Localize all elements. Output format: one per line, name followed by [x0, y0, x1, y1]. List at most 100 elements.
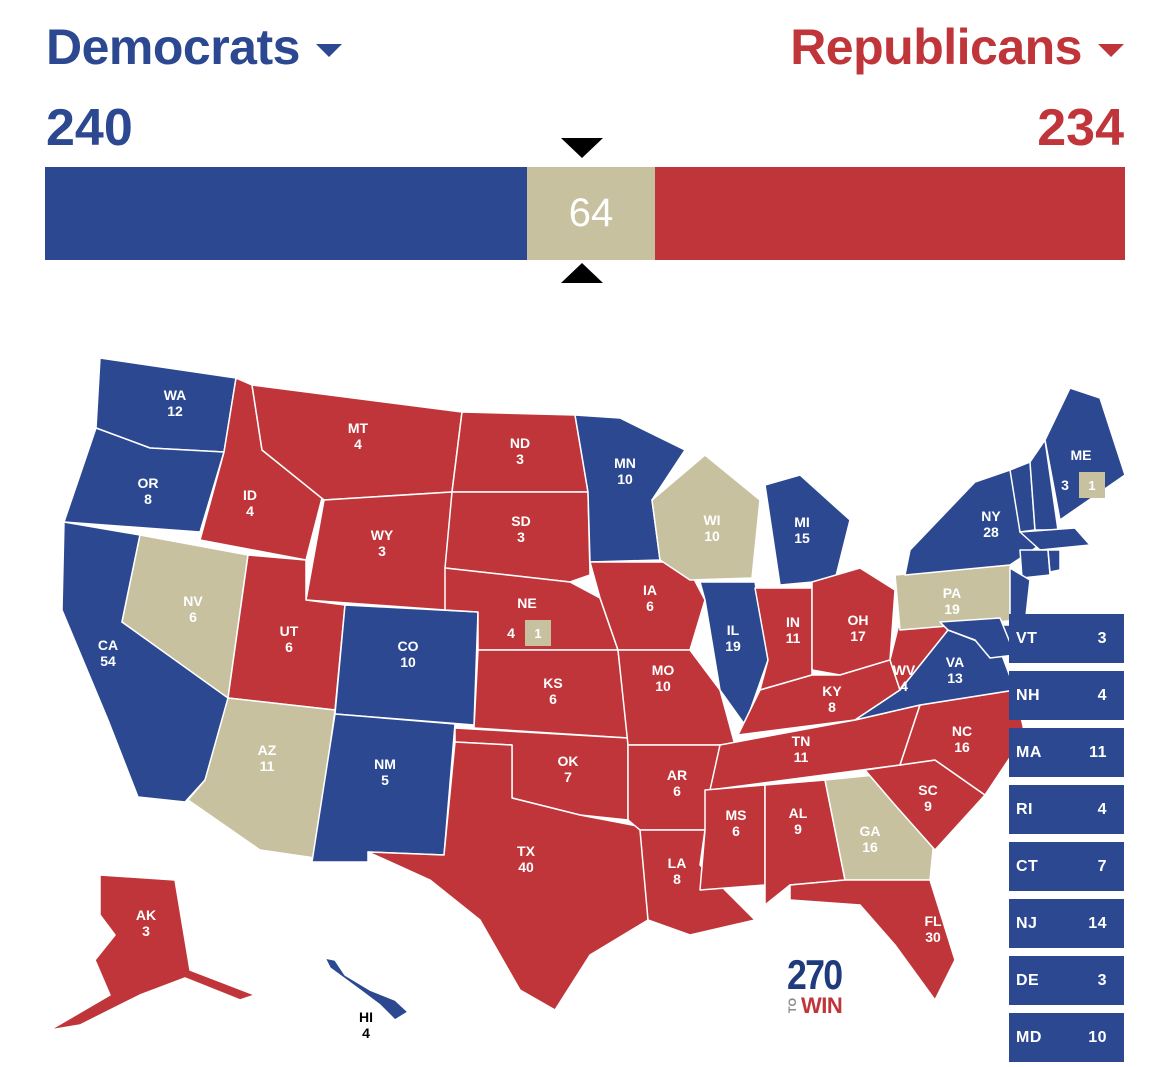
state-ev-ks: 6 — [549, 691, 557, 707]
state-ev-mi: 15 — [794, 530, 810, 546]
state-label-oh: OH — [848, 612, 869, 628]
state-label-fl: FL — [924, 913, 942, 929]
state-label-id: ID — [243, 487, 257, 503]
republicans-label: Republicans — [790, 19, 1082, 75]
state-ev-me: 3 — [1061, 477, 1069, 493]
state-ev-mn: 10 — [617, 471, 633, 487]
small-state-ev: 4 — [1097, 800, 1107, 818]
state-nm[interactable] — [311, 713, 456, 863]
small-state-label: MA — [1016, 743, 1042, 761]
state-wi[interactable] — [651, 454, 761, 581]
bar-segment-tossup: 64 — [526, 167, 656, 260]
small-state-label: NJ — [1016, 914, 1038, 932]
state-ev-wa: 12 — [167, 403, 183, 419]
small-state-ct[interactable]: CT 7 — [1009, 842, 1124, 891]
state-label-ne: NE — [517, 595, 536, 611]
small-state-ri[interactable]: RI 4 — [1009, 785, 1124, 834]
small-state-ev: 14 — [1088, 914, 1107, 932]
state-ev-co: 10 — [400, 654, 416, 670]
small-state-label: DE — [1016, 971, 1040, 989]
district-ev-ne: 1 — [534, 626, 541, 641]
state-ev-la: 8 — [673, 871, 681, 887]
state-label-sc: SC — [918, 782, 937, 798]
state-label-wy: WY — [371, 527, 394, 543]
small-state-de[interactable]: DE 3 — [1009, 956, 1124, 1005]
state-ev-ut: 6 — [285, 639, 293, 655]
small-state-label: RI — [1016, 800, 1033, 818]
state-label-mn: MN — [614, 455, 636, 471]
district-ev-me: 1 — [1088, 478, 1095, 493]
small-state-md[interactable]: MD 10 — [1009, 1013, 1124, 1062]
democrats-caret-icon — [315, 43, 342, 57]
small-state-ev: 3 — [1097, 971, 1107, 989]
state-ev-il: 19 — [725, 638, 741, 654]
state-tx[interactable] — [367, 741, 649, 1011]
small-state-vt[interactable]: VT 3 — [1009, 614, 1124, 663]
district-box-ne[interactable] — [525, 620, 551, 646]
state-label-in: IN — [786, 614, 800, 630]
state-ev-wy: 3 — [378, 543, 386, 559]
state-label-ak: AK — [136, 907, 156, 923]
state-ri[interactable] — [1047, 549, 1061, 573]
small-state-nj[interactable]: NJ 14 — [1009, 899, 1124, 948]
state-ev-az: 11 — [260, 758, 275, 774]
state-label-tx: TX — [517, 843, 536, 859]
state-ev-mt: 4 — [354, 436, 362, 452]
state-label-ks: KS — [543, 675, 562, 691]
state-hi[interactable] — [324, 957, 409, 1021]
state-ev-al: 9 — [794, 821, 802, 837]
state-ma[interactable] — [1019, 527, 1091, 551]
state-label-la: LA — [668, 855, 687, 871]
district-box-me[interactable] — [1079, 472, 1105, 498]
state-label-wv: WV — [893, 662, 916, 678]
small-state-label: VT — [1016, 629, 1038, 647]
state-sd[interactable] — [444, 491, 591, 583]
majority-marker-top-icon — [561, 138, 603, 158]
state-ga[interactable] — [824, 774, 936, 881]
state-label-wi: WI — [703, 512, 720, 528]
state-label-mo: MO — [652, 662, 675, 678]
state-ev-hi: 4 — [362, 1025, 370, 1041]
state-ev-ny: 28 — [983, 524, 999, 540]
state-ev-ok: 7 — [564, 769, 572, 785]
small-state-ev: 7 — [1097, 857, 1107, 875]
state-or[interactable] — [63, 427, 225, 533]
state-fl[interactable] — [789, 879, 956, 1001]
state-in[interactable] — [754, 587, 813, 691]
state-ak[interactable] — [49, 874, 256, 1031]
democrats-dropdown[interactable]: Democrats — [46, 18, 342, 76]
state-ev-nc: 16 — [954, 739, 970, 755]
state-label-ok: OK — [558, 753, 579, 769]
state-ev-ms: 6 — [732, 823, 740, 839]
state-label-co: CO — [398, 638, 419, 654]
state-ct[interactable] — [1019, 549, 1051, 579]
state-mi[interactable] — [764, 474, 851, 586]
state-ms[interactable] — [699, 784, 766, 891]
republicans-dropdown[interactable]: Republicans — [790, 18, 1124, 76]
state-ev-wi: 10 — [704, 528, 720, 544]
bar-segment-republicans — [655, 167, 1125, 260]
state-label-mt: MT — [348, 420, 369, 436]
state-ev-oh: 17 — [850, 628, 866, 644]
small-state-ev: 3 — [1097, 629, 1107, 647]
state-label-ia: IA — [643, 582, 657, 598]
state-ev-nd: 3 — [516, 451, 524, 467]
state-ev-ar: 6 — [673, 783, 681, 799]
state-label-mi: MI — [794, 514, 810, 530]
tossup-total: 64 — [568, 191, 614, 235]
state-ev-tn: 11 — [794, 749, 809, 765]
state-label-sd: SD — [511, 513, 530, 529]
state-ev-ia: 6 — [646, 598, 654, 614]
state-md[interactable] — [939, 617, 1016, 659]
state-ev-ga: 16 — [862, 839, 878, 855]
state-label-az: AZ — [258, 742, 277, 758]
small-state-ma[interactable]: MA 11 — [1009, 728, 1124, 777]
state-label-ky: KY — [822, 683, 842, 699]
small-state-nh[interactable]: NH 4 — [1009, 671, 1124, 720]
state-label-me: ME — [1071, 447, 1092, 463]
state-label-ga: GA — [860, 823, 881, 839]
state-ev-ca: 54 — [100, 653, 116, 669]
state-label-hi: HI — [359, 1009, 373, 1025]
state-mo[interactable] — [617, 649, 736, 746]
